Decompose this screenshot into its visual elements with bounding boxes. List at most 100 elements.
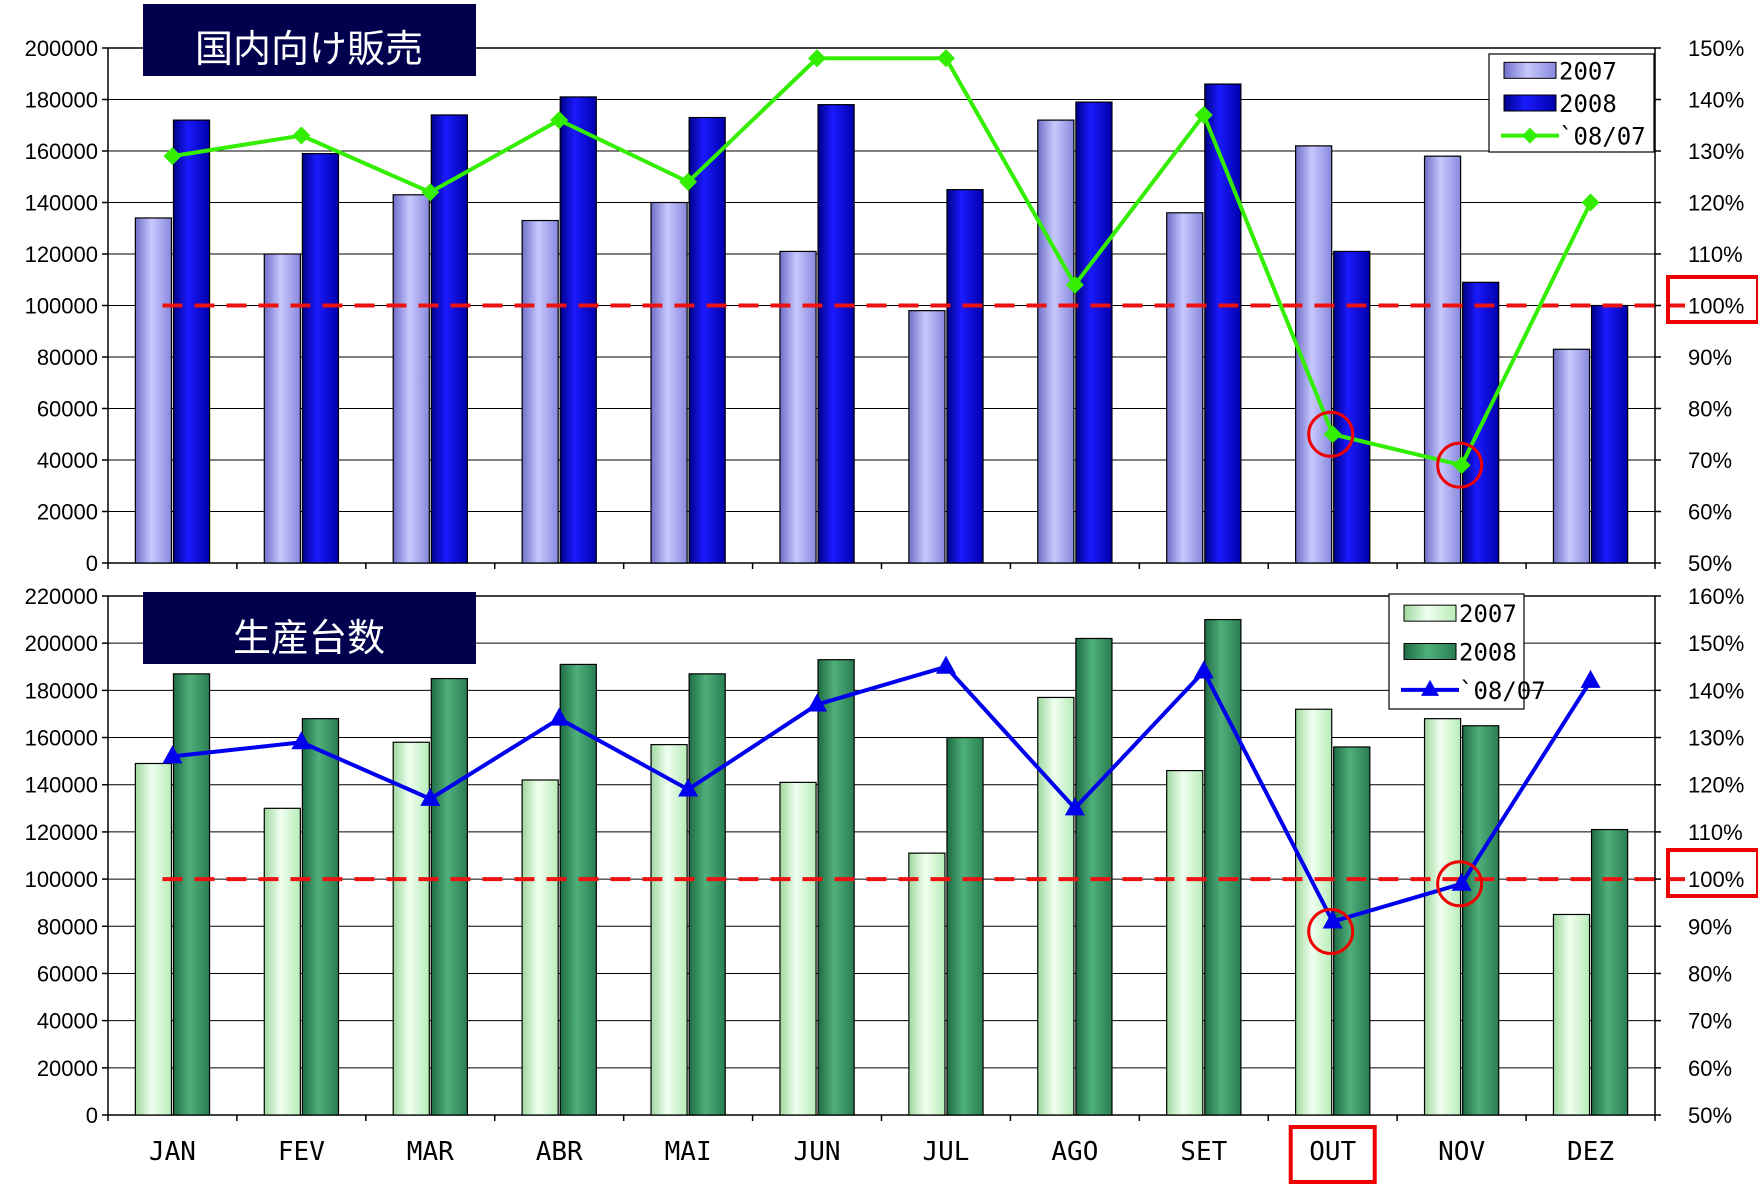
y-axis-tick-label: 160000 (25, 139, 98, 164)
y2-axis-tick-label: 80% (1688, 961, 1732, 986)
y-axis-tick-label: 200000 (25, 36, 98, 61)
x-axis-label-DEZ: DEZ (1567, 1137, 1614, 1167)
bar-2007-JUL (908, 852, 946, 1116)
legend-label-ratio: `08/07 (1459, 677, 1546, 705)
bar-2008-SET (1204, 83, 1242, 564)
y-axis-tick-label: 80000 (37, 914, 98, 939)
bar-2007-JUN (779, 781, 817, 1116)
ratio-point-NOV (1452, 456, 1471, 475)
y2-axis-tick-label: 50% (1688, 551, 1732, 576)
ratio-point-FEV (292, 126, 311, 145)
ratio-point-MAI (678, 778, 699, 797)
chart-2: 2200002000001800001600001400001200001000… (25, 584, 1758, 1184)
ratio-point-SET (1194, 105, 1213, 124)
bar-2007-NOV (1423, 155, 1462, 564)
y-axis-tick-label: 140000 (25, 773, 98, 798)
bar-2008-JUL (946, 736, 984, 1116)
bar-2007-SET (1166, 212, 1204, 564)
ratio-point-MAI (679, 172, 698, 191)
x-axis-label-FEV: FEV (278, 1137, 325, 1167)
highlight-box-100-percent (1666, 848, 1758, 898)
ratio-point-MAR (420, 787, 441, 806)
y-axis-tick-label: 20000 (37, 500, 98, 525)
y-axis-tick-label: 120000 (25, 242, 98, 267)
legend-marker-ratio (1522, 127, 1538, 144)
highlight-circle-NOV (1436, 860, 1484, 908)
y2-axis-tick-label: 140% (1688, 88, 1744, 113)
ratio-line (172, 664, 1593, 924)
bar-2008-FEV (301, 718, 340, 1116)
chart-1: 2000001800001600001400001200001000008000… (25, 4, 1758, 576)
bar-2008-OUT (1333, 250, 1371, 564)
y-axis-tick-label: 40000 (37, 448, 98, 473)
x-axis-label-MAR: MAR (407, 1137, 454, 1167)
y-axis-tick-label: 200000 (25, 631, 98, 656)
x-axis-label-NOV: NOV (1438, 1137, 1485, 1167)
y2-axis-tick-label: 140% (1688, 678, 1744, 703)
bar-2007-DEZ (1552, 913, 1591, 1116)
y-axis-tick-label: 20000 (37, 1056, 98, 1081)
ratio-line (172, 56, 1593, 468)
x-axis-label-OUT: OUT (1309, 1137, 1356, 1167)
ratio-point-JAN (162, 745, 183, 764)
ratio-point-SET (1193, 660, 1214, 679)
bar-2008-ABR (559, 96, 597, 564)
bar-2007-NOV (1423, 718, 1462, 1116)
bar-2007-DEZ (1552, 348, 1591, 564)
x-axis-label-JUL: JUL (922, 1137, 969, 1167)
bar-2008-AGO (1075, 637, 1113, 1116)
y2-axis-tick-label: 150% (1688, 36, 1744, 61)
legend-marker-ratio (1421, 679, 1439, 696)
ratio-point-JAN (163, 147, 182, 166)
legend-label-2007: 2007 (1559, 57, 1617, 85)
highlight-box-100-percent (1666, 275, 1758, 324)
highlight-box-OUT (1288, 1125, 1377, 1184)
y-axis-tick-label: 160000 (25, 726, 98, 751)
chart-title-box (143, 4, 476, 76)
ratio-point-JUL (936, 49, 955, 68)
highlight-circle-NOV (1436, 441, 1484, 489)
x-axis-label-AGO: AGO (1051, 1137, 1098, 1167)
y-axis-tick-label: 60000 (37, 397, 98, 422)
bar-2007-JUN (779, 250, 817, 564)
bar-2007-AGO (1037, 696, 1075, 1116)
y2-axis-tick-label: 80% (1688, 397, 1732, 422)
ratio-point-AGO (1065, 275, 1084, 294)
y2-axis-tick-label: 100% (1688, 867, 1744, 892)
ratio-point-NOV (1451, 872, 1472, 891)
y2-axis-tick-label: 70% (1688, 448, 1732, 473)
y-axis-tick-label: 100000 (25, 294, 98, 319)
highlight-circle-OUT (1307, 908, 1355, 956)
bar-2007-SET (1166, 769, 1204, 1116)
bar-2007-JUL (908, 310, 946, 564)
y2-axis-tick-label: 90% (1688, 345, 1732, 370)
legend-label-2008: 2008 (1559, 90, 1617, 118)
ratio-point-AGO (1064, 797, 1085, 816)
ratio-point-ABR (550, 111, 569, 130)
bar-2008-DEZ (1590, 304, 1629, 564)
y-axis-tick-label: 120000 (25, 820, 98, 845)
ratio-point-JUL (935, 655, 956, 674)
y2-axis-tick-label: 150% (1688, 631, 1744, 656)
legend-label-2007: 2007 (1459, 600, 1517, 628)
bar-2007-ABR (521, 219, 559, 564)
bar-2007-MAI (650, 201, 688, 564)
y2-axis-tick-label: 60% (1688, 500, 1732, 525)
chart-title: 生産台数 (233, 616, 385, 660)
bar-2007-MAR (392, 194, 430, 564)
y-axis-tick-label: 180000 (25, 88, 98, 113)
bar-2008-JUN (817, 659, 855, 1116)
y-axis-tick-label: 60000 (37, 961, 98, 986)
y2-axis-tick-label: 130% (1688, 139, 1744, 164)
x-axis-label-MAI: MAI (665, 1137, 712, 1167)
y2-axis-tick-label: 60% (1688, 1056, 1732, 1081)
y2-axis-tick-label: 70% (1688, 1009, 1732, 1034)
y-axis-tick-label: 220000 (25, 584, 98, 609)
y2-axis-tick-label: 110% (1688, 242, 1743, 267)
bar-2008-JUN (817, 104, 855, 564)
bar-2008-JAN (172, 673, 211, 1116)
bar-2008-MAI (688, 673, 726, 1116)
bar-2008-NOV (1462, 725, 1500, 1116)
y-axis-tick-label: 40000 (37, 1009, 98, 1034)
